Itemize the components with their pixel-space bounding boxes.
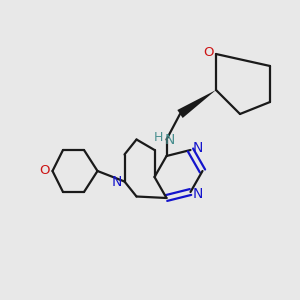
Text: N: N (164, 134, 175, 147)
Text: O: O (39, 164, 49, 178)
Text: N: N (193, 187, 203, 200)
Text: N: N (193, 142, 203, 155)
Text: H: H (153, 131, 163, 144)
Polygon shape (177, 90, 216, 118)
Text: N: N (112, 175, 122, 188)
Text: O: O (203, 46, 214, 59)
